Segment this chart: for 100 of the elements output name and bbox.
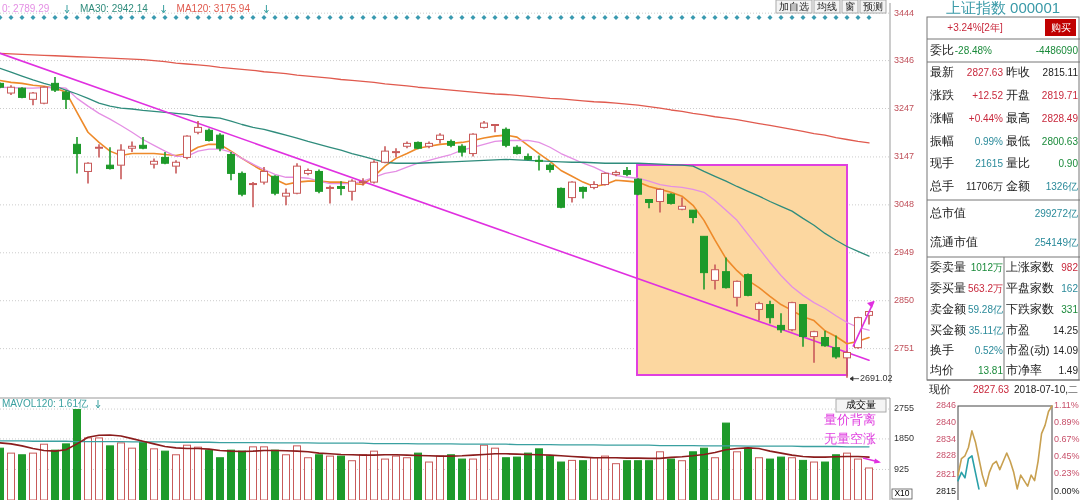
bar xyxy=(359,454,367,500)
y-tick-label: 1850 xyxy=(894,433,915,444)
line-series xyxy=(0,52,870,144)
text: 0.99% xyxy=(974,135,1004,147)
y-tick-label: 2834 xyxy=(935,433,956,444)
text: 涨跌 xyxy=(930,89,954,102)
text: 购买 xyxy=(1050,21,1071,33)
text: 委买量 xyxy=(930,281,966,295)
candlestick xyxy=(469,132,477,158)
text: 14.25 xyxy=(1052,324,1079,336)
bar xyxy=(535,448,543,500)
text: 1.49 xyxy=(1058,364,1079,376)
y-tick-label: 2751 xyxy=(894,343,915,354)
bar xyxy=(403,457,411,500)
bar xyxy=(271,449,279,500)
y2-tick-label: 1.11% xyxy=(1054,400,1079,411)
bar xyxy=(216,457,224,500)
text: 流通市值 xyxy=(930,235,978,249)
annotation: 成交量 xyxy=(846,399,876,411)
text: 振幅 xyxy=(930,135,954,148)
candlestick xyxy=(832,334,840,360)
text: +12.52 xyxy=(972,89,1004,101)
bar xyxy=(194,446,202,500)
candlestick xyxy=(315,168,323,195)
bar xyxy=(205,449,213,500)
candlestick xyxy=(370,159,378,185)
bar xyxy=(744,447,752,500)
bar xyxy=(689,451,697,500)
text: 上涨家数 xyxy=(1006,260,1054,274)
bar xyxy=(106,445,114,500)
text: 昨收 xyxy=(1006,66,1030,79)
y2-tick-label: 0.23% xyxy=(1054,468,1080,479)
y-tick-label: 2840 xyxy=(935,416,956,427)
candlestick xyxy=(843,349,851,379)
text: 买金额 xyxy=(930,323,966,337)
text: 162 xyxy=(1061,282,1079,294)
bar xyxy=(557,461,565,500)
text: 2800.63 xyxy=(1041,135,1079,147)
text: 市净率 xyxy=(1006,363,1042,377)
text: 0.52% xyxy=(974,344,1004,356)
bar xyxy=(381,458,389,500)
bar xyxy=(161,450,169,500)
text: 2815.11 xyxy=(1042,66,1079,78)
candlestick xyxy=(348,178,356,202)
text: 开盘 xyxy=(1006,89,1030,102)
text: MA120: 3175.94 xyxy=(176,2,251,14)
candlestick xyxy=(128,140,136,153)
candlestick xyxy=(282,187,290,207)
candlestick xyxy=(84,161,92,185)
bar xyxy=(337,455,345,500)
y2-tick-label: 0.45% xyxy=(1054,451,1080,462)
bar xyxy=(810,461,818,500)
bar xyxy=(117,442,125,500)
bar xyxy=(524,452,532,500)
bar xyxy=(370,450,378,500)
candlestick xyxy=(73,136,81,175)
bar xyxy=(150,448,158,500)
text: 均价 xyxy=(929,364,954,377)
text: 14.09 xyxy=(1052,344,1079,356)
annotation: 窗 xyxy=(845,0,855,12)
candlestick xyxy=(249,181,257,209)
y-tick-label: 3147 xyxy=(894,151,915,162)
text: 最新 xyxy=(930,65,954,79)
candlestick xyxy=(766,299,774,325)
bar xyxy=(502,457,510,500)
text: X10 xyxy=(894,488,910,499)
bar xyxy=(238,450,246,500)
text: 331 xyxy=(1061,303,1079,315)
candlestick xyxy=(227,151,235,181)
bar xyxy=(458,458,466,500)
bar xyxy=(414,452,422,500)
y-tick-label: 3346 xyxy=(894,54,915,65)
candlestick xyxy=(392,147,400,159)
bar xyxy=(304,457,312,500)
bar xyxy=(348,460,356,500)
candlestick xyxy=(777,312,785,334)
text: 金额 xyxy=(1006,179,1030,193)
annotation: 加自选 xyxy=(779,0,809,12)
text: 299272亿 xyxy=(1034,207,1078,219)
text: 2819.71 xyxy=(1041,89,1079,101)
bar xyxy=(612,463,620,500)
bar xyxy=(73,409,81,500)
y-tick-label: 3247 xyxy=(894,102,915,113)
bar xyxy=(29,452,37,500)
candlestick xyxy=(722,256,730,290)
y-tick-label: 2850 xyxy=(894,295,915,306)
y-tick-label: 2846 xyxy=(935,400,956,411)
annotation: 预测 xyxy=(863,0,883,12)
bar xyxy=(832,454,840,500)
text: 下跌家数 xyxy=(1006,302,1054,316)
bar xyxy=(227,449,235,500)
y-tick-label: 2821 xyxy=(935,469,956,480)
bar xyxy=(183,444,191,500)
candlestick xyxy=(711,263,719,291)
y-tick-label: 3444 xyxy=(894,7,915,18)
bar xyxy=(568,459,576,500)
candlestick xyxy=(755,300,763,322)
bar xyxy=(634,460,642,500)
text: 委比 xyxy=(930,43,954,57)
y-tick-label: 2815 xyxy=(935,486,956,497)
